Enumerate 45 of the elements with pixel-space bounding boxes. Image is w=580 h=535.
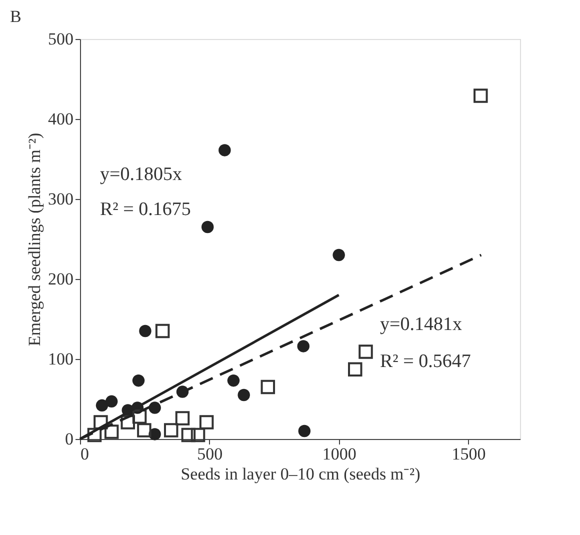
point: [94, 415, 108, 430]
point: [218, 144, 231, 156]
y-tick-label: 100: [48, 350, 74, 368]
annotation: R² = 0.5647: [380, 351, 471, 372]
x-tick-label: 0: [80, 444, 89, 464]
point: [227, 374, 240, 387]
point: [474, 88, 488, 103]
point: [148, 402, 161, 414]
point: [358, 344, 373, 359]
y-axis-title: Emerged seedlings (plants m⁻²): [25, 132, 44, 346]
point: [120, 415, 136, 430]
point: [238, 388, 250, 402]
y-tick-label: 200: [48, 270, 74, 288]
point: [348, 362, 362, 377]
point: [155, 324, 170, 338]
point: [139, 324, 152, 338]
point: [201, 220, 214, 234]
y-tick-label: 400: [48, 110, 74, 128]
point: [297, 340, 310, 352]
point: [181, 428, 196, 442]
point: [87, 428, 102, 442]
x-tick-label: 500: [197, 444, 223, 464]
point: [104, 424, 119, 439]
y-tick-label: 0: [65, 430, 74, 448]
point: [132, 374, 145, 387]
annotation: R² = 0.1675: [100, 199, 191, 220]
point: [332, 248, 345, 262]
point: [137, 423, 152, 438]
y-tick-label: 500: [48, 30, 74, 48]
point: [105, 395, 118, 408]
point: [298, 424, 311, 438]
point: [190, 428, 206, 442]
point: [175, 411, 190, 426]
point: [260, 380, 276, 394]
annotation: y=0.1805x: [100, 164, 182, 185]
chart-title: B: [10, 7, 22, 26]
x-tick-label: 1500: [452, 444, 486, 464]
annotation: y=0.1481x: [380, 314, 462, 335]
point: [96, 399, 108, 412]
point: [199, 415, 214, 430]
point: [164, 423, 178, 438]
x-axis-title: Seeds in layer 0–10 cm (seeds m⁻²): [180, 464, 420, 484]
point: [132, 409, 147, 424]
x-tick-label: 1000: [322, 444, 356, 464]
y-tick-label: 300: [48, 190, 74, 208]
